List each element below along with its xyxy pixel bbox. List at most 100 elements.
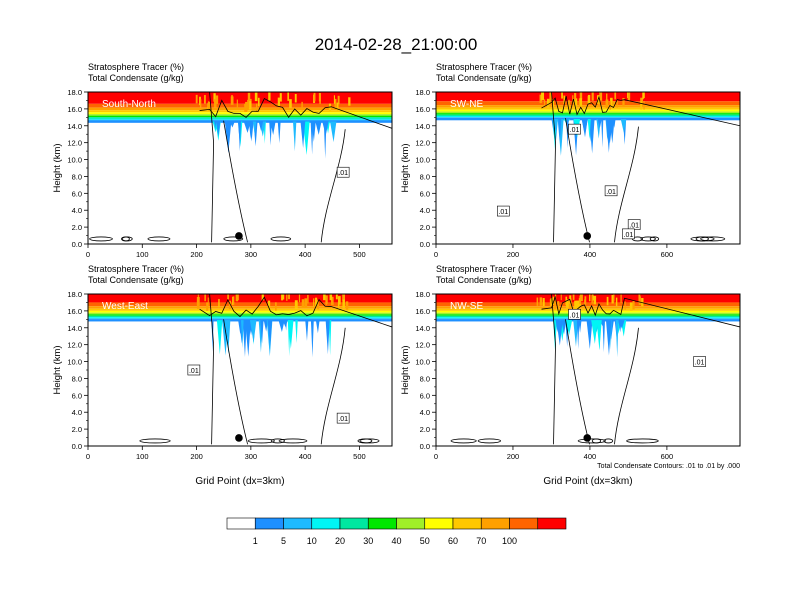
x-tick-label: 100 [136, 452, 149, 461]
tracer-streak [268, 92, 271, 101]
tracer-streak [599, 92, 603, 101]
tracer-streak [315, 297, 318, 307]
y-tick-label: 14.0 [415, 122, 430, 131]
tracer-streak [641, 298, 644, 307]
x-tick-label: 400 [584, 452, 597, 461]
tracer-intrusion [558, 119, 562, 142]
tracer-intrusion [300, 121, 306, 149]
y-tick-label: 14.0 [415, 324, 430, 333]
contour-label-box [336, 166, 350, 178]
tracer-streak [208, 102, 210, 111]
tracer-streak [550, 297, 553, 307]
y-tick-label: 16.0 [415, 105, 430, 114]
contour-surface-cell [700, 236, 726, 242]
tracer-intrusion [278, 320, 285, 332]
y-tick-label: 12.0 [415, 341, 430, 350]
tracer-intrusion [609, 119, 615, 144]
tracer-streak [218, 298, 220, 308]
tracer-intrusion [267, 320, 273, 348]
colorbar-swatch [480, 517, 510, 530]
contour-surface-cell [139, 438, 171, 444]
tracer-streak [572, 95, 574, 104]
tracer-streak [335, 294, 338, 300]
contour-surface-cell [640, 236, 656, 242]
tracer-streak [261, 294, 264, 301]
contour-label: .01 [338, 170, 348, 177]
tracer-band-0 [88, 294, 392, 303]
tracer-band-6 [436, 113, 740, 115]
x-tick-label: 0 [434, 250, 438, 259]
contour-column-left [209, 294, 215, 445]
subtitle-condensate: Total Condensate (g/kg) [88, 73, 184, 83]
tracer-intrusion [553, 119, 559, 133]
y-tick-label: 12.0 [67, 139, 82, 148]
tracer-intrusion [586, 320, 593, 350]
tracer-streak [576, 300, 580, 309]
tracer-streak [334, 98, 337, 108]
tracer-intrusion [238, 121, 242, 152]
tracer-band-8 [436, 317, 740, 319]
tracer-streak [307, 295, 309, 304]
tracer-streak [574, 92, 577, 102]
x-tick-label: 200 [190, 250, 203, 259]
tracer-streak [203, 95, 206, 104]
tracer-streak [624, 301, 626, 310]
tracer-streak [337, 95, 340, 105]
y-tick-label: 2.0 [420, 223, 430, 232]
tracer-streak [643, 101, 645, 110]
tracer-streak [574, 300, 577, 310]
tracer-streak [614, 92, 617, 100]
tracer-streak [536, 297, 539, 306]
x-tick-label: 600 [661, 250, 674, 259]
tracer-streak [237, 294, 239, 301]
tracer-streak [328, 103, 332, 112]
tracer-streak [206, 302, 209, 311]
tracer-streak [338, 296, 341, 305]
subtitle-tracer: Stratosphere Tracer (%) [88, 264, 184, 274]
colorbar-swatch [339, 517, 369, 530]
tracer-band-1 [88, 302, 392, 307]
tracer-intrusion [243, 121, 251, 133]
tracer-band-8 [88, 118, 392, 120]
y-tick-label: 0.0 [420, 442, 430, 451]
tracer-streak [539, 94, 542, 104]
panel-label: NW-SE [450, 301, 483, 312]
colorbar-swatch [396, 517, 426, 530]
contour-column-mid [223, 319, 248, 445]
tracer-streak [593, 295, 597, 305]
location-marker [583, 232, 592, 240]
tracer-intrusion [597, 119, 602, 128]
subtitle-condensate: Total Condensate (g/kg) [436, 73, 532, 83]
x-tick-label: 0 [86, 250, 90, 259]
tracer-streak [578, 98, 581, 107]
tracer-streak [248, 101, 252, 110]
tracer-streak [589, 294, 591, 302]
tracer-intrusion [615, 320, 619, 358]
x-tick-label: 200 [190, 452, 203, 461]
tracer-streak [304, 298, 308, 307]
tracer-field [88, 294, 392, 358]
y-tick-label: 6.0 [72, 391, 82, 400]
tracer-streak [313, 92, 316, 102]
tracer-field [436, 294, 740, 358]
location-marker [235, 232, 243, 240]
tracer-intrusion [282, 320, 288, 327]
x-tick-label: 500 [353, 250, 366, 259]
contour-upper [199, 97, 392, 129]
tracer-streak [275, 302, 277, 311]
tracer-band-3 [88, 110, 392, 113]
tracer-intrusion [589, 119, 595, 154]
tracer-streak [348, 97, 351, 106]
contour-label: .01 [606, 189, 616, 196]
tracer-streak [287, 92, 289, 101]
tracer-streak [245, 101, 248, 111]
contour-surface-cell [89, 236, 113, 242]
subtitle-condensate: Total Condensate (g/kg) [436, 275, 532, 285]
tracer-streak [579, 98, 583, 107]
colorbar-label: 50 [420, 536, 430, 546]
tracer-streak [283, 294, 285, 300]
tracer-streak [247, 92, 251, 102]
tracer-intrusion [561, 320, 567, 335]
x-tick-label: 200 [507, 250, 520, 259]
tracer-streak [549, 92, 553, 100]
